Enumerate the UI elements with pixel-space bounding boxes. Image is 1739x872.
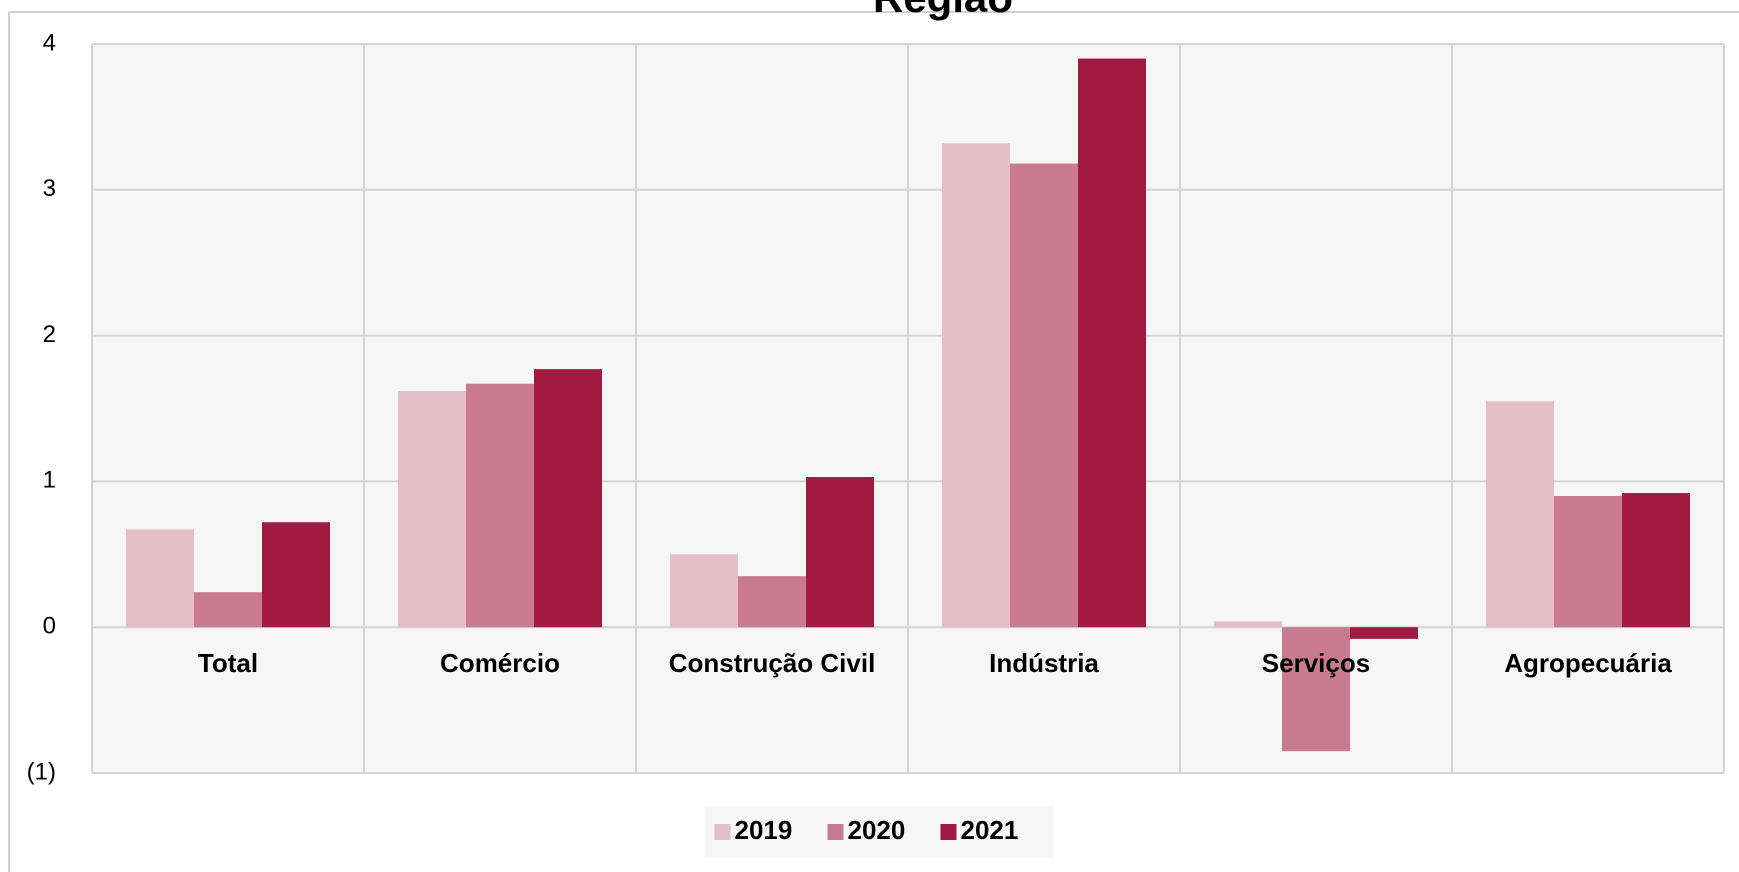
bar [262,522,330,628]
y-tick-label: 2 [43,321,56,348]
bar [534,369,602,628]
x-tick-label: Serviços [1262,648,1370,678]
bar [806,477,874,628]
bar [126,529,194,628]
bar [1486,401,1554,628]
y-tick-label: (1) [27,758,56,785]
legend-label: 2020 [848,815,906,845]
chart-title: Região [873,0,1013,21]
legend-swatch [827,824,844,840]
bar [1622,493,1690,628]
y-tick-label: 4 [43,29,56,56]
x-tick-label: Indústria [989,648,1099,678]
bar [466,383,534,628]
bar [738,576,806,628]
y-tick-label: 0 [43,613,56,640]
bar [1282,627,1350,752]
y-tick-label: 1 [43,467,56,494]
legend-label: 2019 [735,815,793,845]
legend-box [704,806,1054,858]
legend-label: 2021 [961,815,1019,845]
bar [398,391,466,628]
x-tick-label: Total [198,648,258,678]
bar [1010,163,1078,628]
x-tick-label: Agropecuária [1504,648,1672,678]
x-tick-label: Comércio [440,648,560,678]
legend-swatch [940,824,957,840]
bar [1554,495,1622,628]
x-tick-label: Construção Civil [669,648,876,678]
bar [942,143,1010,628]
y-tick-label: 3 [43,175,56,202]
bar [670,554,738,628]
bar [194,592,262,628]
bar [1078,58,1146,628]
bar [1214,621,1282,628]
legend-swatch [714,824,731,840]
bar [1350,627,1418,639]
